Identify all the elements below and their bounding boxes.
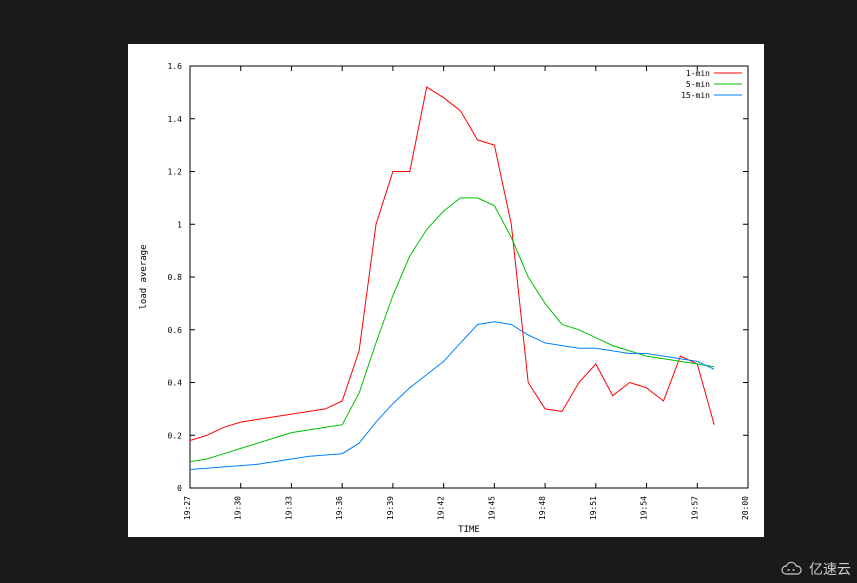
y-tick-label: 1.4 — [168, 115, 183, 124]
x-tick-label: 19:30 — [234, 496, 243, 520]
x-tick-label: 19:54 — [640, 496, 649, 520]
watermark: 亿速云 — [779, 559, 851, 579]
series-5-min — [190, 198, 714, 462]
x-axis-label: TIME — [458, 525, 480, 535]
x-tick-label: 19:33 — [284, 496, 293, 520]
x-tick-label: 19:27 — [183, 496, 192, 520]
series-1-min — [190, 87, 714, 440]
x-tick-label: 19:36 — [335, 496, 344, 520]
y-tick-label: 0.4 — [168, 379, 183, 388]
x-tick-label: 19:39 — [386, 496, 395, 520]
load-average-chart: 0 0.2 0.4 0.6 0.8 1 1.2 1.4 1.6 19:27 19:30 19:33 19… — [128, 44, 764, 537]
legend-label: 1-min — [686, 69, 710, 78]
legend-label: 15-min — [681, 91, 710, 100]
y-tick-label: 0 — [177, 484, 182, 493]
series-15-min — [190, 322, 714, 470]
legend-label: 5-min — [686, 80, 710, 89]
y-tick-label: 1 — [177, 220, 182, 229]
plot-frame — [190, 66, 748, 488]
y-tick-label: 1.2 — [168, 168, 183, 177]
y-tick-label: 0.2 — [168, 431, 183, 440]
y-axis-label: load average — [139, 244, 149, 309]
x-tick-label: 19:57 — [690, 496, 699, 520]
x-tick-label: 20:00 — [741, 496, 750, 520]
watermark-text: 亿速云 — [809, 559, 851, 579]
y-tick-label: 1.6 — [168, 62, 183, 71]
y-tick-label: 0.8 — [168, 273, 183, 282]
cloud-icon — [779, 561, 805, 577]
x-tick-label: 19:42 — [437, 496, 446, 520]
x-tick-label: 19:45 — [487, 496, 496, 520]
x-tick-label: 19:51 — [589, 496, 598, 520]
y-tick-label: 0.6 — [168, 326, 183, 335]
page-background: 0 0.2 0.4 0.6 0.8 1 1.2 1.4 1.6 19:27 19:30 19:33 19… — [0, 0, 857, 583]
x-tick-label: 19:48 — [538, 496, 547, 520]
